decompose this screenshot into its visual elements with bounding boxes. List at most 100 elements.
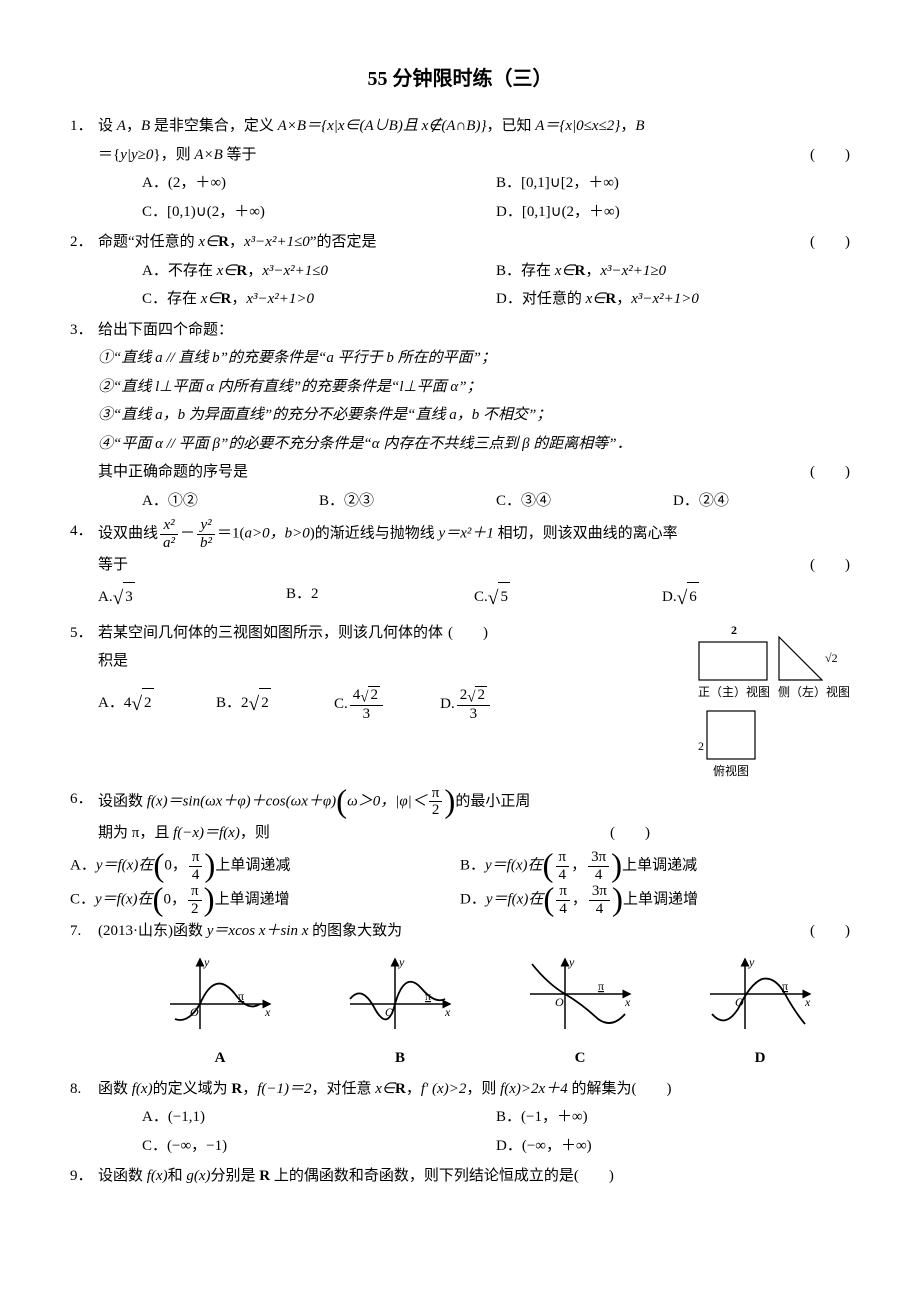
q5-opt-d: D.2√23: [440, 686, 546, 723]
opt-label: B．: [496, 1109, 521, 1125]
text: 设函数: [98, 793, 147, 809]
text: 是非空集合，定义: [150, 118, 278, 134]
q9-stem: 设函数 f(x)和 g(x)分别是 R 上的偶函数和奇函数，则下列结论恒成立的是…: [98, 1162, 850, 1191]
text: 和: [168, 1168, 187, 1184]
q6-opt-b: B．y＝f(x)在(π4，3π4)上单调递减: [460, 849, 850, 883]
graph-label: C: [520, 1044, 640, 1073]
opt-label: A．: [142, 175, 168, 191]
q6-opt-d: D．y＝f(x)在(π4，3π4)上单调递增: [460, 883, 850, 917]
opt-text: ②④: [699, 493, 729, 509]
opt-label: D．: [496, 204, 522, 220]
expr: x³−x²+1>0: [246, 291, 314, 307]
fx: f(x)＝sin(ωx＋φ)＋cos(ωx＋φ): [147, 793, 336, 809]
set-def: A×B＝{x|x∈(A∪B)且 x∉(A∩B)}: [278, 118, 487, 134]
frac-num: 3π: [588, 849, 609, 867]
text: ，则: [240, 825, 270, 841]
answer-blank: ( ): [610, 819, 650, 848]
sqrt-body: 2: [475, 686, 487, 704]
sqrt-body: 2: [142, 688, 154, 718]
frac-den: 4: [556, 901, 570, 918]
q8-opt-d: D．(−∞，＋∞): [496, 1132, 850, 1161]
question-8: 8. 函数 f(x)的定义域为 R，f(−1)＝2，对任意 x∈R，f′ (x)…: [70, 1075, 850, 1161]
q8-stem: 函数 f(x)的定义域为 R，f(−1)＝2，对任意 x∈R，f′ (x)>2，…: [98, 1075, 850, 1104]
text: ，: [126, 118, 141, 134]
opt-label: A．: [142, 493, 168, 509]
text: 对任意的: [522, 291, 586, 307]
graph-label: D: [700, 1044, 820, 1073]
q3-p3: ③“直线 a，b 为异面直线”的充分不必要条件是“直线 a，b 不相交”；: [98, 401, 850, 430]
frac-den: b²: [197, 535, 215, 552]
view-label: 正（主）视图: [698, 681, 770, 704]
frac-den: 4: [588, 867, 609, 884]
expr: x³−x²+1≤0: [244, 234, 310, 250]
q8-opt-b: B．(−1，＋∞): [496, 1103, 850, 1132]
question-6: 6． 设函数 f(x)＝sin(ωx＋φ)＋cos(ωx＋φ)(ω＞0，|φ|＜…: [70, 785, 850, 848]
sqrt-body: 5: [498, 582, 510, 612]
q4-opt-a: A.√3: [98, 580, 286, 617]
graph-a-icon: y x O π: [160, 954, 280, 1034]
text: 期为 π，且: [98, 825, 173, 841]
text: 的定义域为: [153, 1081, 232, 1097]
svg-text:y: y: [398, 955, 405, 969]
svg-text:x: x: [624, 995, 631, 1009]
svg-text:O: O: [735, 995, 744, 1009]
expr: x³−x²+1≥0: [600, 263, 666, 279]
x-in: x∈: [375, 1081, 395, 1097]
set-R: R: [231, 1081, 242, 1097]
fx: f(x): [132, 1081, 153, 1097]
expr: x³−x²+1≤0: [262, 263, 328, 279]
var-B: B: [141, 118, 150, 134]
text: 上单调递增: [215, 892, 290, 908]
fp: f′ (x)>2: [421, 1081, 466, 1097]
q4-number: 4．: [70, 517, 98, 617]
q1-opt-b: B．[0,1]∪[2，＋∞): [496, 169, 850, 198]
frac-num: π: [189, 849, 203, 867]
text: }，则: [153, 147, 194, 163]
q8-number: 8.: [70, 1075, 98, 1161]
text: 的最小正周: [455, 793, 530, 809]
sqrt-body: 6: [687, 582, 699, 612]
answer-blank: ( ): [810, 228, 850, 257]
graph-c: y x O π C: [520, 954, 640, 1073]
frac-den: 4: [189, 867, 203, 884]
opt-label: A.: [98, 589, 113, 605]
text: ＝1(: [217, 525, 245, 541]
fx: f(x): [147, 1168, 168, 1184]
opt-label: A．: [142, 1109, 168, 1125]
opt-text: ①②: [168, 493, 198, 509]
opt-label: C．: [70, 892, 95, 908]
q5-stem: 若某空间几何体的三视图如图所示，则该几何体的体积是 ( ): [98, 619, 688, 676]
coef: 4: [353, 687, 361, 703]
text: 0，: [164, 858, 187, 874]
text: 0，: [164, 892, 187, 908]
opt-label: A．: [142, 263, 168, 279]
set-R: R: [575, 263, 586, 279]
side-view-icon: [778, 636, 823, 681]
opt-label: B．: [496, 175, 521, 191]
text: 的图象大致为: [308, 923, 402, 939]
text: 存在: [521, 263, 555, 279]
x-in: x∈: [201, 291, 221, 307]
q3-stem: 给出下面四个命题：: [98, 316, 850, 345]
x-in: x∈: [555, 263, 575, 279]
set-R: R: [395, 1081, 406, 1097]
q8-opt-c: C．(−∞，−1): [142, 1132, 496, 1161]
view-label: 侧（左）视图: [778, 681, 850, 704]
opt-label: A．: [98, 695, 124, 711]
opt-label: D.: [440, 696, 455, 712]
text: 存在: [167, 291, 201, 307]
svg-text:π: π: [238, 989, 244, 1003]
graph-b: y x O π B: [340, 954, 460, 1073]
opt-text: ③④: [521, 493, 551, 509]
text: 上单调递减: [215, 858, 290, 874]
question-5: 5． 2 正（主）视图 √2 侧（左）视图 2: [70, 619, 850, 783]
text: 设: [98, 118, 117, 134]
opt-text: [0,1]∪(2，＋∞): [522, 204, 620, 220]
answer-blank: ( ): [810, 141, 850, 170]
set-B: y|y≥0: [120, 147, 153, 163]
question-4: 4． 设双曲线x²a²－y²b²＝1(a>0，b>0)的渐近线与抛物线 y＝x²…: [70, 517, 850, 617]
view-label: 俯视图: [706, 760, 756, 783]
q5-opt-b: B．2√2: [216, 686, 334, 723]
frac-den: a²: [160, 535, 178, 552]
text: 等于: [223, 147, 257, 163]
